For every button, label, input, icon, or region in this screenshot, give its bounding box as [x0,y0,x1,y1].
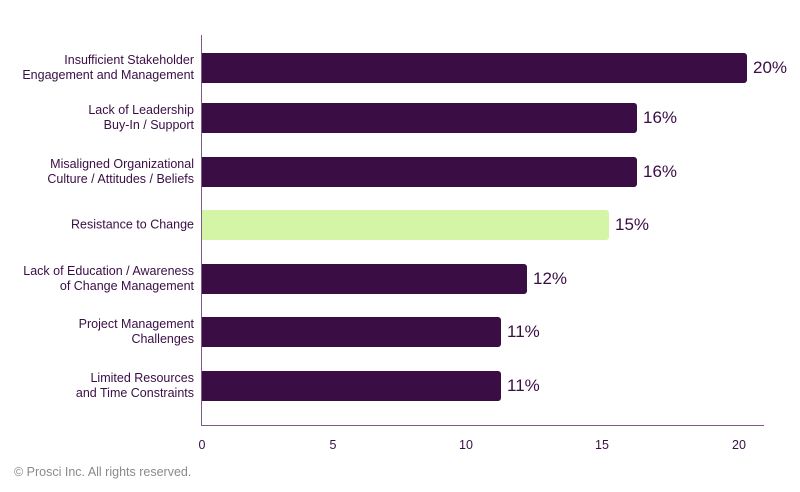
bar [202,103,637,133]
bar [202,53,747,83]
highlighted-bar [202,210,609,240]
x-tick-20: 20 [732,438,746,452]
value-label: 15% [615,215,650,234]
bar [202,317,501,347]
bar-row: Lack of Leadership Buy-In / Support 16% [0,103,800,133]
y-axis-line [201,35,202,426]
category-label: Project Management Challenges [78,317,194,346]
value-label: 11% [507,322,540,341]
x-tick-0: 0 [198,438,206,452]
bar-row: Project Management Challenges 11% [0,317,800,347]
copyright-footer: © Prosci Inc. All rights reserved. [14,465,192,479]
category-label: Insufficient Stakeholder Engagement and … [22,53,194,82]
category-label: Lack of Leadership Buy-In / Support [88,103,194,132]
bar-row: Misaligned Organizational Culture / Atti… [0,157,800,187]
value-label: 16% [643,162,678,181]
x-tick-5: 5 [329,438,337,452]
bar [202,371,501,401]
category-label: Misaligned Organizational Culture / Atti… [47,157,194,186]
x-axis-line [201,425,764,426]
bar-row: Lack of Education / Awareness of Change … [0,264,800,294]
bar-row: Limited Resources and Time Constraints 11… [0,371,800,401]
bar-row: Insufficient Stakeholder Engagement and … [0,53,800,83]
value-label: 12% [533,269,568,288]
category-label: Limited Resources and Time Constraints [75,371,194,400]
value-label: 11% [507,376,540,395]
x-tick-10: 10 [459,438,473,452]
bar [202,157,637,187]
value-label: 20% [753,58,788,77]
category-label: Lack of Education / Awareness of Change … [23,264,194,293]
value-label: 16% [643,108,678,127]
category-label: Resistance to Change [71,217,194,232]
bar [202,264,527,294]
bar-row: Resistance to Change 15% [0,210,800,240]
x-tick-15: 15 [595,438,609,452]
